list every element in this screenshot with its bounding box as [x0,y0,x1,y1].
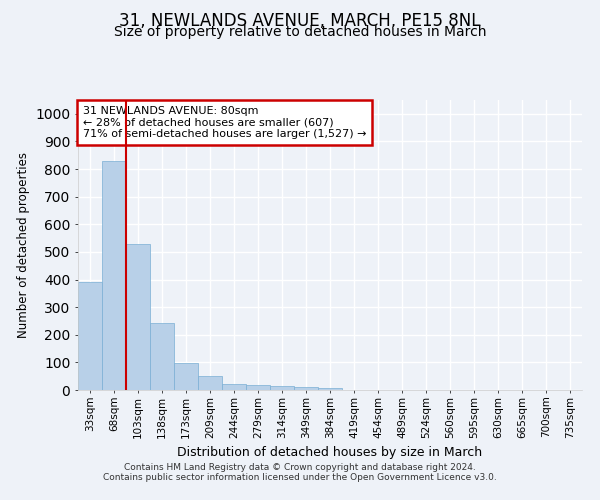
Bar [174,363,198,390]
Text: 31, NEWLANDS AVENUE, MARCH, PE15 8NL: 31, NEWLANDS AVENUE, MARCH, PE15 8NL [119,12,481,30]
Text: Size of property relative to detached houses in March: Size of property relative to detached ho… [114,25,486,39]
Bar [102,161,126,390]
Y-axis label: Number of detached properties: Number of detached properties [17,152,29,338]
X-axis label: Distribution of detached houses by size in March: Distribution of detached houses by size … [178,446,482,459]
Text: Contains public sector information licensed under the Open Government Licence v3: Contains public sector information licen… [103,472,497,482]
Bar [222,384,246,390]
Bar [270,386,294,390]
Bar [126,244,150,390]
Bar [78,282,102,390]
Text: Contains HM Land Registry data © Crown copyright and database right 2024.: Contains HM Land Registry data © Crown c… [124,462,476,471]
Bar [294,387,318,390]
Bar [150,323,174,390]
Bar [246,385,270,390]
Bar [318,388,342,390]
Bar [198,376,222,390]
Text: 31 NEWLANDS AVENUE: 80sqm
← 28% of detached houses are smaller (607)
71% of semi: 31 NEWLANDS AVENUE: 80sqm ← 28% of detac… [83,106,367,139]
